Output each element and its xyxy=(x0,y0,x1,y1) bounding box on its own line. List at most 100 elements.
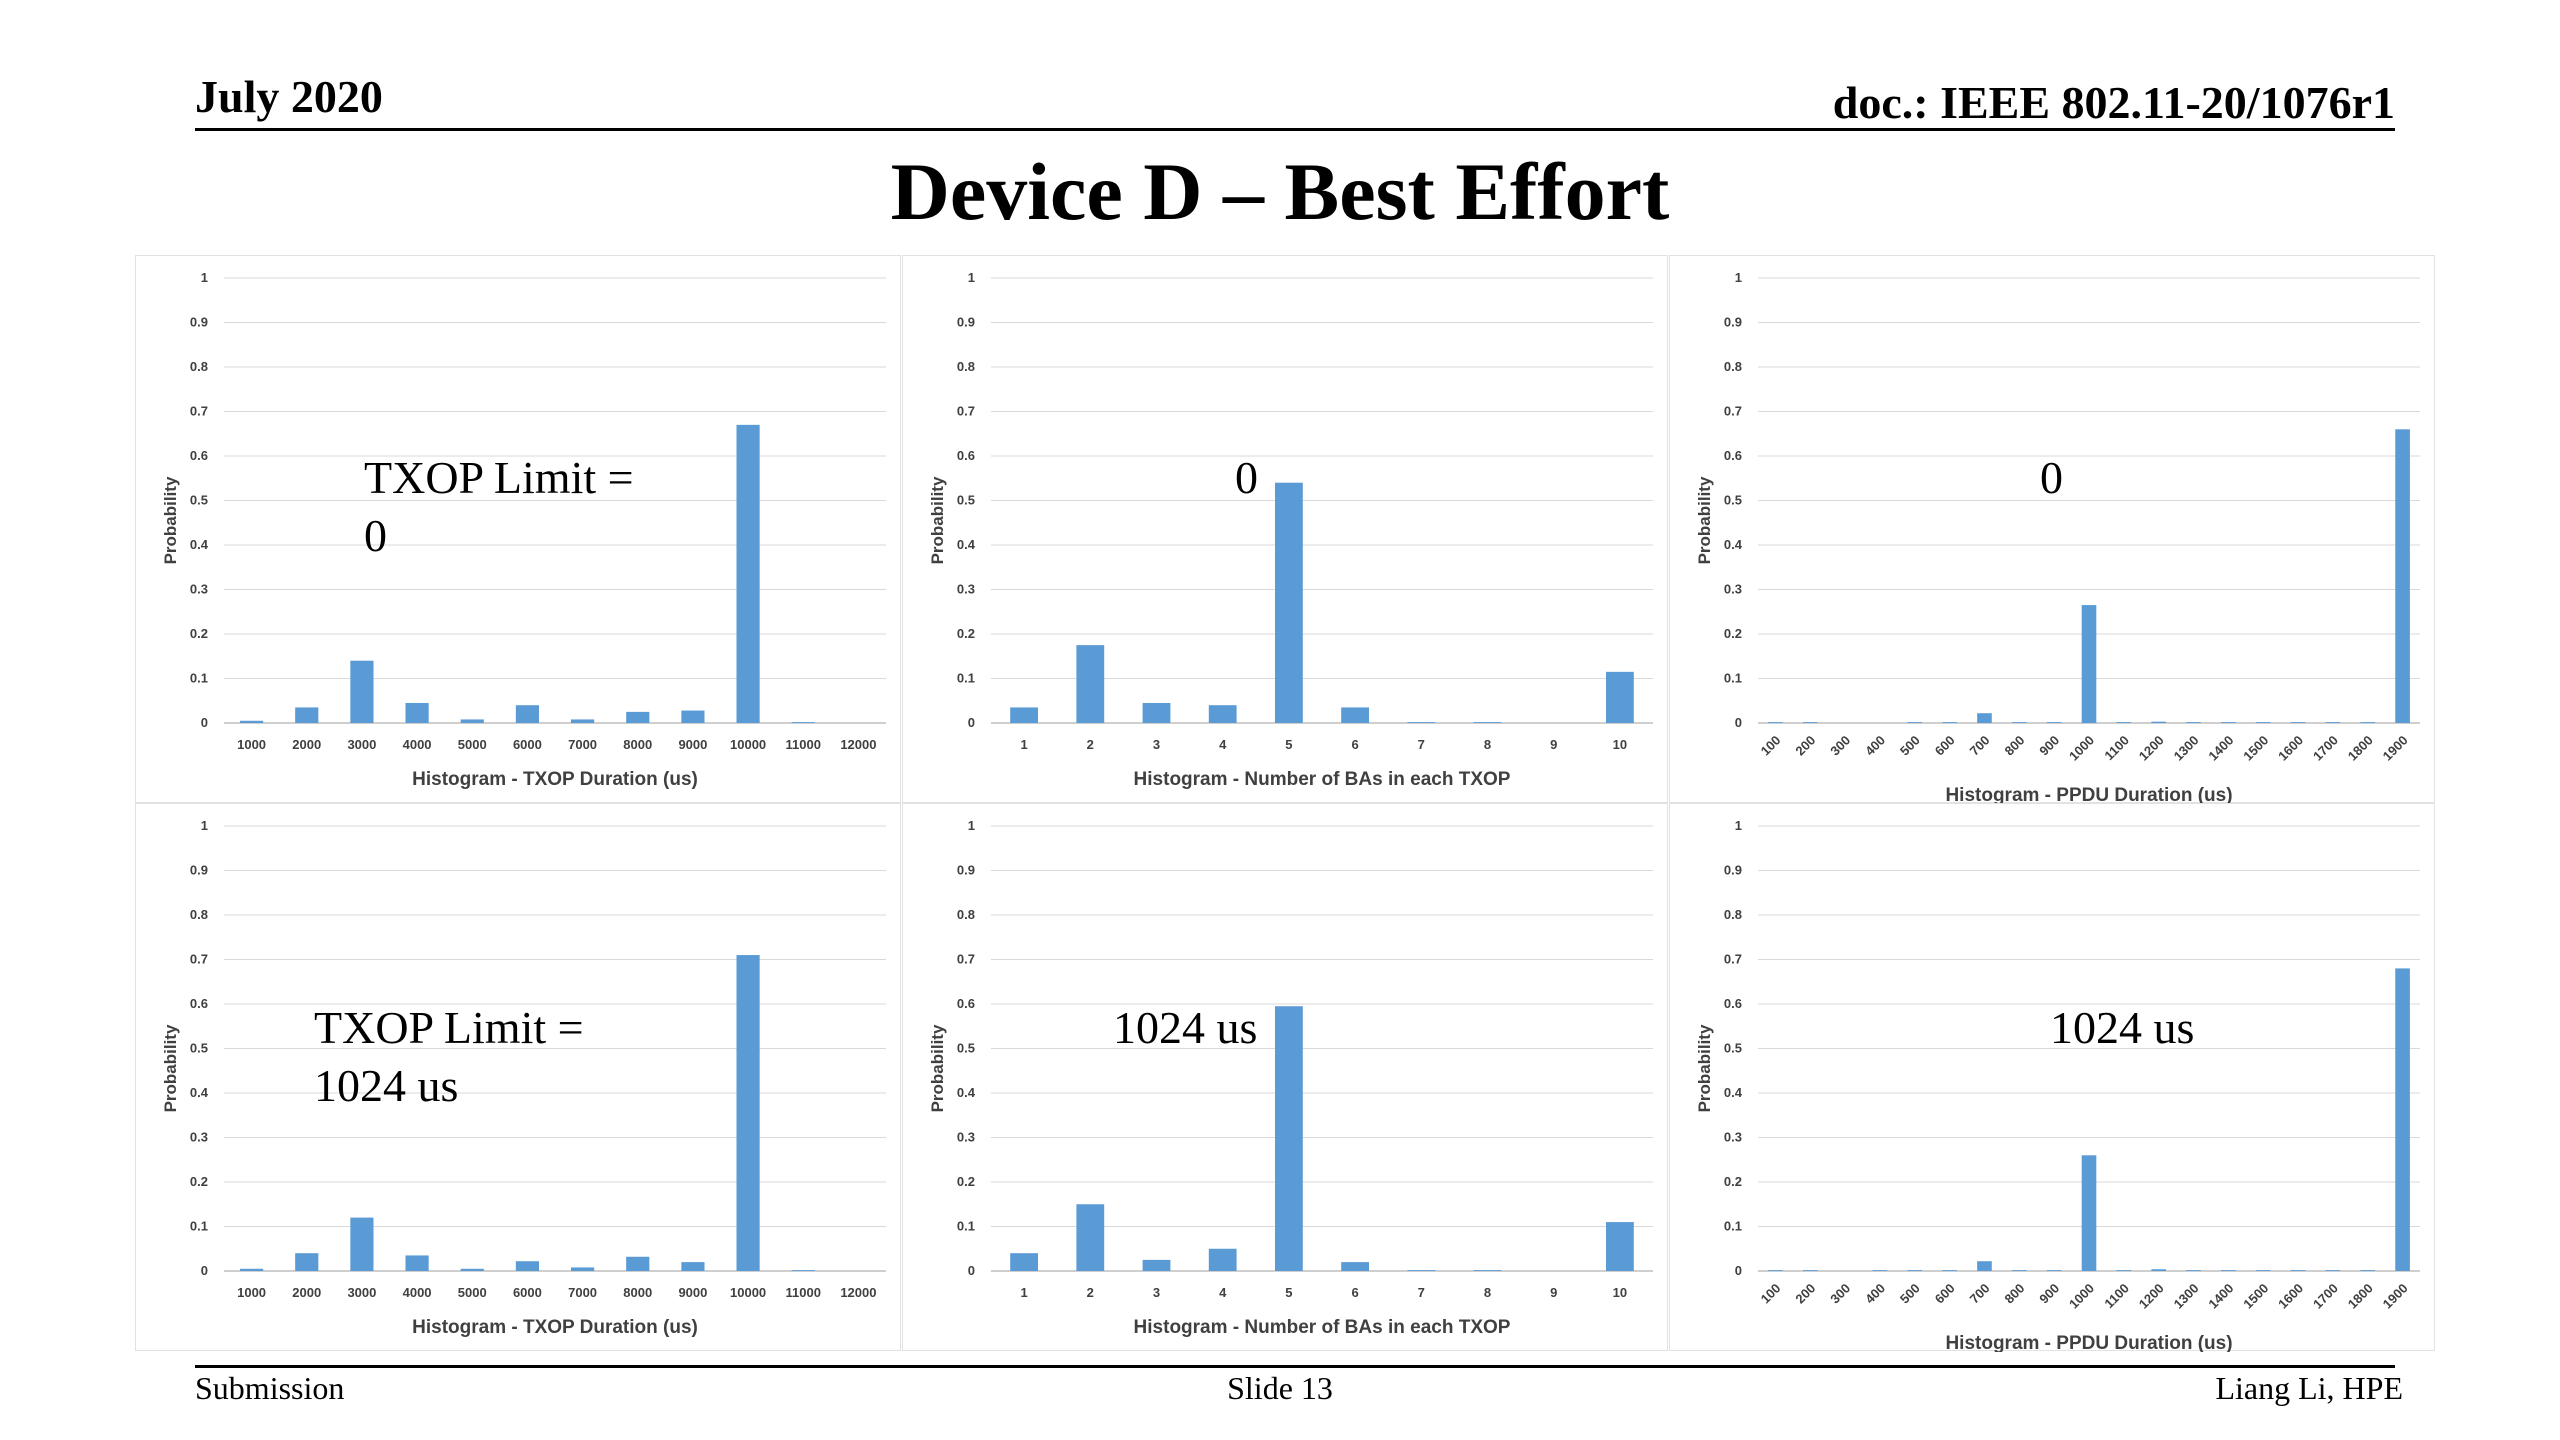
bar-6 xyxy=(1341,1262,1370,1271)
y-tick-label: 0.2 xyxy=(190,626,208,641)
bar-1600 xyxy=(2290,1270,2306,1271)
bar-1 xyxy=(1010,707,1039,723)
bar-8000 xyxy=(626,711,650,723)
bar-4000 xyxy=(405,1255,429,1271)
bar-600 xyxy=(1942,722,1957,723)
bar-7 xyxy=(1407,722,1436,723)
bar-2000 xyxy=(295,707,319,723)
x-tick-label: 6000 xyxy=(513,737,542,752)
annotation-line: 1024 us xyxy=(2050,1002,2195,1053)
x-tick-label: 200 xyxy=(1792,1281,1818,1307)
bar-2 xyxy=(1076,645,1105,723)
bar-1300 xyxy=(2186,1270,2201,1271)
y-tick-label: 0.9 xyxy=(957,863,975,878)
bar-1200 xyxy=(2151,1269,2167,1271)
bar-1500 xyxy=(2255,1270,2271,1271)
bar-1200 xyxy=(2151,721,2167,723)
annotation-line: 0 xyxy=(364,510,387,561)
y-tick-label: 0 xyxy=(1735,1263,1742,1278)
bar-1500 xyxy=(2255,722,2271,723)
y-tick-label: 0.7 xyxy=(190,404,208,419)
chart-annotation: 1024 us xyxy=(2050,999,2194,1057)
x-tick-label: 1400 xyxy=(2205,1281,2236,1312)
bar-200 xyxy=(1802,1270,1818,1271)
x-tick-label: 3000 xyxy=(347,1285,376,1300)
x-tick-label: 9000 xyxy=(678,1285,707,1300)
x-tick-label: 1800 xyxy=(2345,1281,2376,1312)
bar-4 xyxy=(1208,1248,1237,1271)
y-tick-label: 0.5 xyxy=(957,493,975,508)
bar-500 xyxy=(1907,1270,1923,1271)
y-tick-label: 0.4 xyxy=(1724,537,1743,552)
chart-panel-4: 0 0.1 0.2 0.3 0.4 0.5 0.6 0.7 0.8 0.9 1 1000 2000 300… xyxy=(135,803,901,1351)
bar-10000 xyxy=(736,424,760,723)
x-tick-label: 1100 xyxy=(2101,1281,2132,1312)
x-tick-label: 500 xyxy=(1897,1281,1923,1307)
bar-5000 xyxy=(460,1268,484,1271)
x-tick-label: 1200 xyxy=(2136,733,2167,764)
y-tick-label: 0 xyxy=(968,715,975,730)
chart-annotation: 0 xyxy=(1235,449,1258,507)
x-tick-label: 500 xyxy=(1897,733,1923,759)
y-axis-title: Probability xyxy=(161,1024,180,1112)
bar-4 xyxy=(1208,705,1237,723)
bar-1800 xyxy=(2360,722,2376,723)
chart-svg: 0 0.1 0.2 0.3 0.4 0.5 0.6 0.7 0.8 0.9 1 1 2 3 4 5 6 7 8 9 10… xyxy=(928,818,1653,1338)
x-tick-label: 4000 xyxy=(403,737,432,752)
bar-500 xyxy=(1907,722,1923,723)
x-tick-label: 1500 xyxy=(2240,733,2271,764)
y-tick-label: 0.1 xyxy=(1724,1219,1742,1234)
bar-100 xyxy=(1768,722,1783,723)
bar-7 xyxy=(1407,1270,1436,1271)
y-tick-label: 0.8 xyxy=(1724,359,1742,374)
y-tick-label: 0.9 xyxy=(190,863,208,878)
bar-3 xyxy=(1142,702,1171,723)
x-tick-label: 10 xyxy=(1613,737,1627,752)
x-tick-label: 1600 xyxy=(2275,1281,2306,1312)
y-axis-title: Probability xyxy=(161,476,180,564)
footer-submission: Submission xyxy=(195,1370,345,1406)
x-tick-label: 1000 xyxy=(2066,1281,2097,1312)
bar-1800 xyxy=(2360,1270,2376,1271)
y-tick-label: 0.4 xyxy=(957,1085,976,1100)
y-tick-label: 0.3 xyxy=(190,582,208,597)
y-tick-label: 0.8 xyxy=(1724,907,1742,922)
bar-1000 xyxy=(239,1268,264,1271)
y-tick-label: 0.6 xyxy=(190,996,208,1011)
x-tick-label: 5 xyxy=(1285,737,1292,752)
bar-6000 xyxy=(515,705,540,723)
y-tick-label: 0.5 xyxy=(190,493,208,508)
x-tick-label: 1000 xyxy=(237,737,266,752)
x-tick-label: 1700 xyxy=(2310,733,2341,764)
y-tick-label: 0.6 xyxy=(1724,448,1742,463)
y-tick-label: 0.5 xyxy=(957,1041,975,1056)
chart-panel-2: 0 0.1 0.2 0.3 0.4 0.5 0.6 0.7 0.8 0.9 1 1 2 3 4 5 6 7 8 9 10… xyxy=(902,255,1668,803)
x-tick-label: 1 xyxy=(1020,1285,1027,1300)
x-tick-label: 4 xyxy=(1219,737,1227,752)
x-tick-label: 300 xyxy=(1827,733,1853,759)
bar-5 xyxy=(1274,1006,1303,1271)
x-axis-title: Histogram - PPDU Duration (us) xyxy=(1945,1333,2232,1352)
x-tick-label: 3 xyxy=(1153,1285,1160,1300)
y-tick-label: 0.7 xyxy=(1724,404,1742,419)
bar-5 xyxy=(1274,482,1303,723)
x-tick-label: 900 xyxy=(2036,733,2062,759)
bar-8 xyxy=(1473,1270,1502,1271)
bar-1400 xyxy=(2221,1270,2236,1271)
bar-800 xyxy=(2011,1270,2027,1271)
bar-11000 xyxy=(791,1270,815,1271)
annotation-line: 0 xyxy=(1235,452,1258,503)
x-tick-label: 700 xyxy=(1967,733,1993,759)
bar-1600 xyxy=(2290,722,2306,723)
bar-1100 xyxy=(2116,722,2132,723)
x-tick-label: 3 xyxy=(1153,737,1160,752)
y-tick-label: 0.6 xyxy=(190,448,208,463)
y-tick-label: 0.2 xyxy=(957,1174,975,1189)
x-tick-label: 10000 xyxy=(730,737,766,752)
bar-1700 xyxy=(2325,722,2341,723)
bar-900 xyxy=(2046,1270,2062,1271)
x-tick-label: 1800 xyxy=(2345,733,2376,764)
